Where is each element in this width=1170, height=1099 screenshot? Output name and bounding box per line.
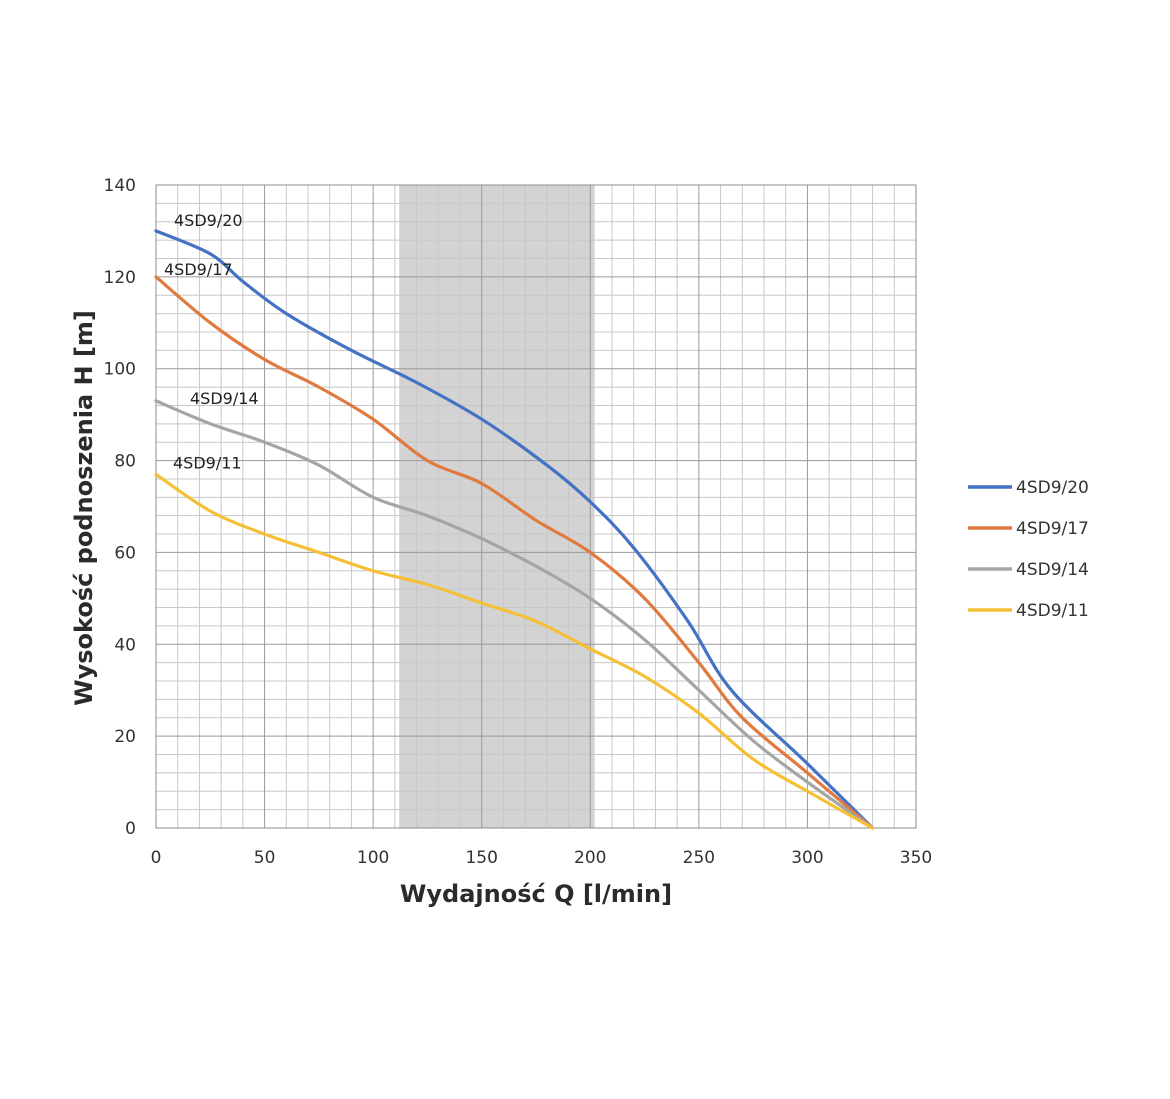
plot-border (155, 184, 917, 829)
series-lines (154, 229, 875, 830)
x-tick-label: 50 (254, 848, 276, 868)
series-line-4sd9-17 (154, 275, 875, 830)
y-tick-label: 0 (125, 819, 136, 839)
x-tick-label: 150 (465, 848, 497, 868)
y-axis-title: Wysokość podnoszenia H [m] (70, 310, 98, 706)
series-line-4sd9-14 (154, 399, 875, 830)
y-tick-label: 140 (104, 176, 136, 196)
x-axis-title: Wydajność Q [l/min] (400, 880, 672, 908)
x-tick-label: 200 (574, 848, 606, 868)
y-axis-ticks: 0 20 40 60 80 100 120 140 (104, 176, 136, 839)
y-tick-label: 120 (104, 268, 136, 288)
y-tick-label: 100 (104, 360, 136, 380)
curve-labels: 4SD9/20 4SD9/17 4SD9/14 4SD9/11 (164, 211, 259, 472)
highlight-band (399, 185, 595, 828)
y-tick-label: 80 (114, 452, 136, 472)
x-tick-label: 300 (791, 848, 823, 868)
y-tick-label: 60 (114, 543, 136, 563)
legend-entry-label: 4SD9/11 (1016, 601, 1089, 621)
legend-entry-label: 4SD9/20 (1016, 478, 1089, 498)
curve-label: 4SD9/14 (190, 389, 259, 408)
x-tick-label: 350 (900, 848, 932, 868)
curve-label: 4SD9/11 (173, 453, 242, 472)
legend-entry-label: 4SD9/17 (1016, 519, 1089, 539)
x-tick-label: 250 (683, 848, 715, 868)
x-axis-ticks: 0 50 100 150 200 250 300 350 (151, 848, 933, 868)
x-tick-label: 100 (357, 848, 389, 868)
series-line-4sd9-11 (154, 472, 875, 830)
y-tick-label: 20 (114, 727, 136, 747)
legend: 4SD9/20 4SD9/17 4SD9/14 4SD9/11 (968, 478, 1089, 621)
series-line-4sd9-20 (154, 229, 875, 830)
curve-label: 4SD9/17 (164, 260, 233, 279)
legend-entry-label: 4SD9/14 (1016, 560, 1089, 580)
curve-label: 4SD9/20 (174, 211, 243, 230)
minor-grid (156, 185, 916, 828)
x-tick-label: 0 (151, 848, 162, 868)
y-tick-label: 40 (114, 635, 136, 655)
